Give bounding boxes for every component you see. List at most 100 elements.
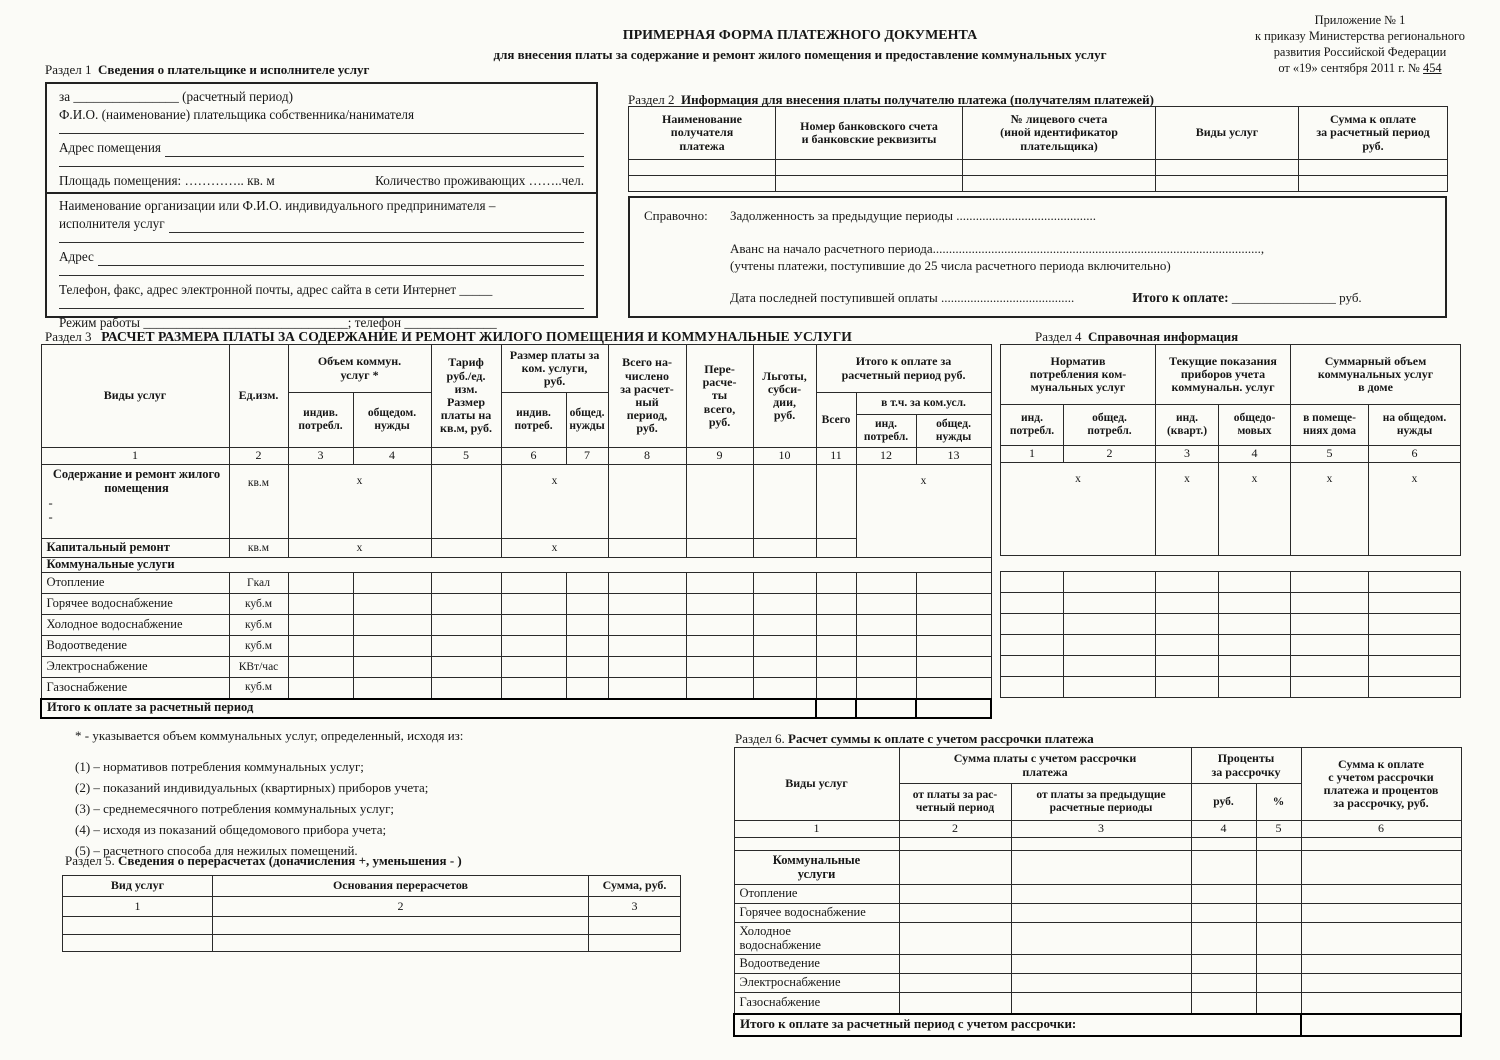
- empty-cell: [500, 572, 567, 594]
- maintenance-row: Содержание и ремонт жилого помещения - -…: [40, 464, 992, 558]
- empty-cell: [1190, 850, 1257, 885]
- empty-cell: [752, 593, 817, 615]
- total-row: Итого к оплате за расчетный период: [39, 697, 993, 719]
- column-header: Объем коммун. услуг *: [287, 344, 432, 393]
- column-header: индив. потребл.: [287, 392, 354, 448]
- calculation-table: Виды услуг Ед.изм. Объем коммун. услуг *…: [39, 344, 993, 719]
- x-mark: x: [1368, 462, 1462, 556]
- column-header: Суммарный объем коммунальных услуг в дом…: [1290, 344, 1462, 405]
- table-row: [1000, 592, 1461, 614]
- total-cell: [815, 697, 858, 719]
- empty-cell: [430, 572, 502, 594]
- column-number: 4: [1190, 820, 1257, 838]
- billing-period-line: за ________________ (расчетный период): [59, 89, 293, 104]
- column-header: инд. потребл.: [855, 414, 917, 448]
- unit: куб.м: [228, 635, 289, 657]
- empty-cell: [1010, 973, 1192, 993]
- empty-cell: [1155, 655, 1219, 677]
- column-number: 13: [915, 447, 992, 465]
- utilities-group-label: Коммунальные услуги: [40, 557, 992, 573]
- column-header: индив. потреб.: [500, 392, 567, 448]
- column-header: Наименование получателя платежа: [628, 106, 776, 160]
- column-number: 3: [1155, 445, 1220, 463]
- total-row: Итого к оплате за расчетный период с уче…: [733, 1012, 1462, 1037]
- empty-cell: [1255, 922, 1302, 955]
- empty-cell: [1255, 992, 1302, 1014]
- empty-cell: [500, 677, 567, 699]
- empty-cell: [500, 614, 567, 636]
- column-number: 12: [855, 447, 917, 465]
- column-header: %: [1255, 783, 1302, 821]
- empty-cell: [855, 635, 917, 657]
- empty-cell: [1290, 634, 1369, 656]
- total-cell: [855, 697, 918, 719]
- section2-title: Информация для внесения платы получателю…: [681, 92, 1154, 107]
- table-row: [1000, 655, 1461, 677]
- unit: КВт/час: [228, 656, 289, 678]
- empty-cell: [898, 954, 1012, 974]
- column-header: Размер платы за ком. услуги, руб.: [500, 344, 609, 393]
- empty-cell: [1368, 571, 1461, 593]
- empty-cell: [500, 635, 567, 657]
- section4-heading: Раздел 4 Справочная информация: [1035, 329, 1238, 345]
- provider-address-label: Адрес: [59, 249, 94, 264]
- dash-item: -: [48, 495, 53, 510]
- empty-cell: [752, 614, 817, 636]
- empty-cell: [1010, 903, 1192, 923]
- empty-cell: [1255, 954, 1302, 974]
- payer-name-line: Ф.И.О. (наименование) плательщика собств…: [59, 107, 415, 122]
- empty-cell: [898, 850, 1012, 885]
- table-row: Холодное водоснабжение: [733, 922, 1462, 955]
- blank-line: [97, 251, 584, 266]
- table-header-row: индив. потребл. общедом. нужды индив. по…: [41, 392, 992, 448]
- column-number: 1: [733, 820, 900, 838]
- column-number: 11: [815, 447, 857, 465]
- column-number: 4: [352, 447, 432, 465]
- empty-cell: [1368, 634, 1461, 656]
- empty-cell: [287, 635, 354, 657]
- area-line: Площадь помещения: ………….. кв. м Количеств…: [59, 172, 584, 190]
- empty-cell: [430, 464, 502, 539]
- table-row: [62, 916, 681, 935]
- column-header: Ед.изм.: [228, 344, 289, 448]
- page-subtitle: для внесения платы за содержание и ремон…: [493, 47, 1107, 63]
- order-number: 454: [1423, 61, 1442, 76]
- empty-cell: [565, 677, 609, 699]
- empty-cell: [287, 572, 354, 594]
- payer-info-box: за ________________ (расчетный период) Ф…: [45, 82, 598, 330]
- empty-cell: [1155, 676, 1219, 698]
- table-row: Отопление: [733, 884, 1462, 904]
- phone-label: ; телефон: [347, 315, 402, 330]
- reference-box: Справочно: Задолженность за предыдущие пе…: [628, 196, 1447, 318]
- unit: куб.м: [228, 593, 289, 615]
- annex-line: Приложение № 1: [1314, 13, 1406, 27]
- column-header: в т.ч. за ком.усл.: [855, 392, 992, 415]
- service-name: Холодное водоснабжение: [40, 614, 230, 636]
- column-header: инд. потребл.: [1000, 404, 1064, 446]
- empty-cell: [62, 934, 213, 952]
- installment-table: Виды услуг Сумма платы с учетом рассрочк…: [733, 747, 1462, 1037]
- empty-cell: [1190, 954, 1257, 974]
- annex-line: развития Российской Федерации: [1273, 45, 1447, 60]
- empty-cell: [1218, 571, 1291, 593]
- empty-cell: [1063, 676, 1156, 698]
- footnote-item: (3) – среднемесячного потребления коммун…: [75, 801, 395, 816]
- empty-cell: [352, 677, 432, 699]
- empty-cell: [815, 572, 857, 594]
- blank-line: _______________________________: [143, 315, 348, 330]
- section4-title: Справочная информация: [1088, 329, 1239, 344]
- table-row: [62, 934, 681, 952]
- section5-heading: Раздел 5. Сведения о перерасчетах (донач…: [65, 853, 462, 869]
- empty-cell: [1255, 903, 1302, 923]
- service-name: Горячее водоснабжение: [40, 593, 230, 615]
- empty-cell: [500, 593, 567, 615]
- column-header: на общедом. нужды: [1368, 404, 1462, 446]
- empty-cell: [607, 572, 687, 594]
- section4-label: Раздел 4: [1035, 329, 1082, 344]
- section2-label: Раздел 2: [628, 92, 675, 107]
- empty-cell: [1010, 992, 1192, 1014]
- service-name: Отопление: [40, 572, 230, 594]
- service-name: Водоотведение: [733, 954, 900, 974]
- table-row: Электроснабжение КВт/час: [40, 656, 992, 678]
- footnote-item: (5) – расчетного способа для нежилых пом…: [75, 843, 358, 858]
